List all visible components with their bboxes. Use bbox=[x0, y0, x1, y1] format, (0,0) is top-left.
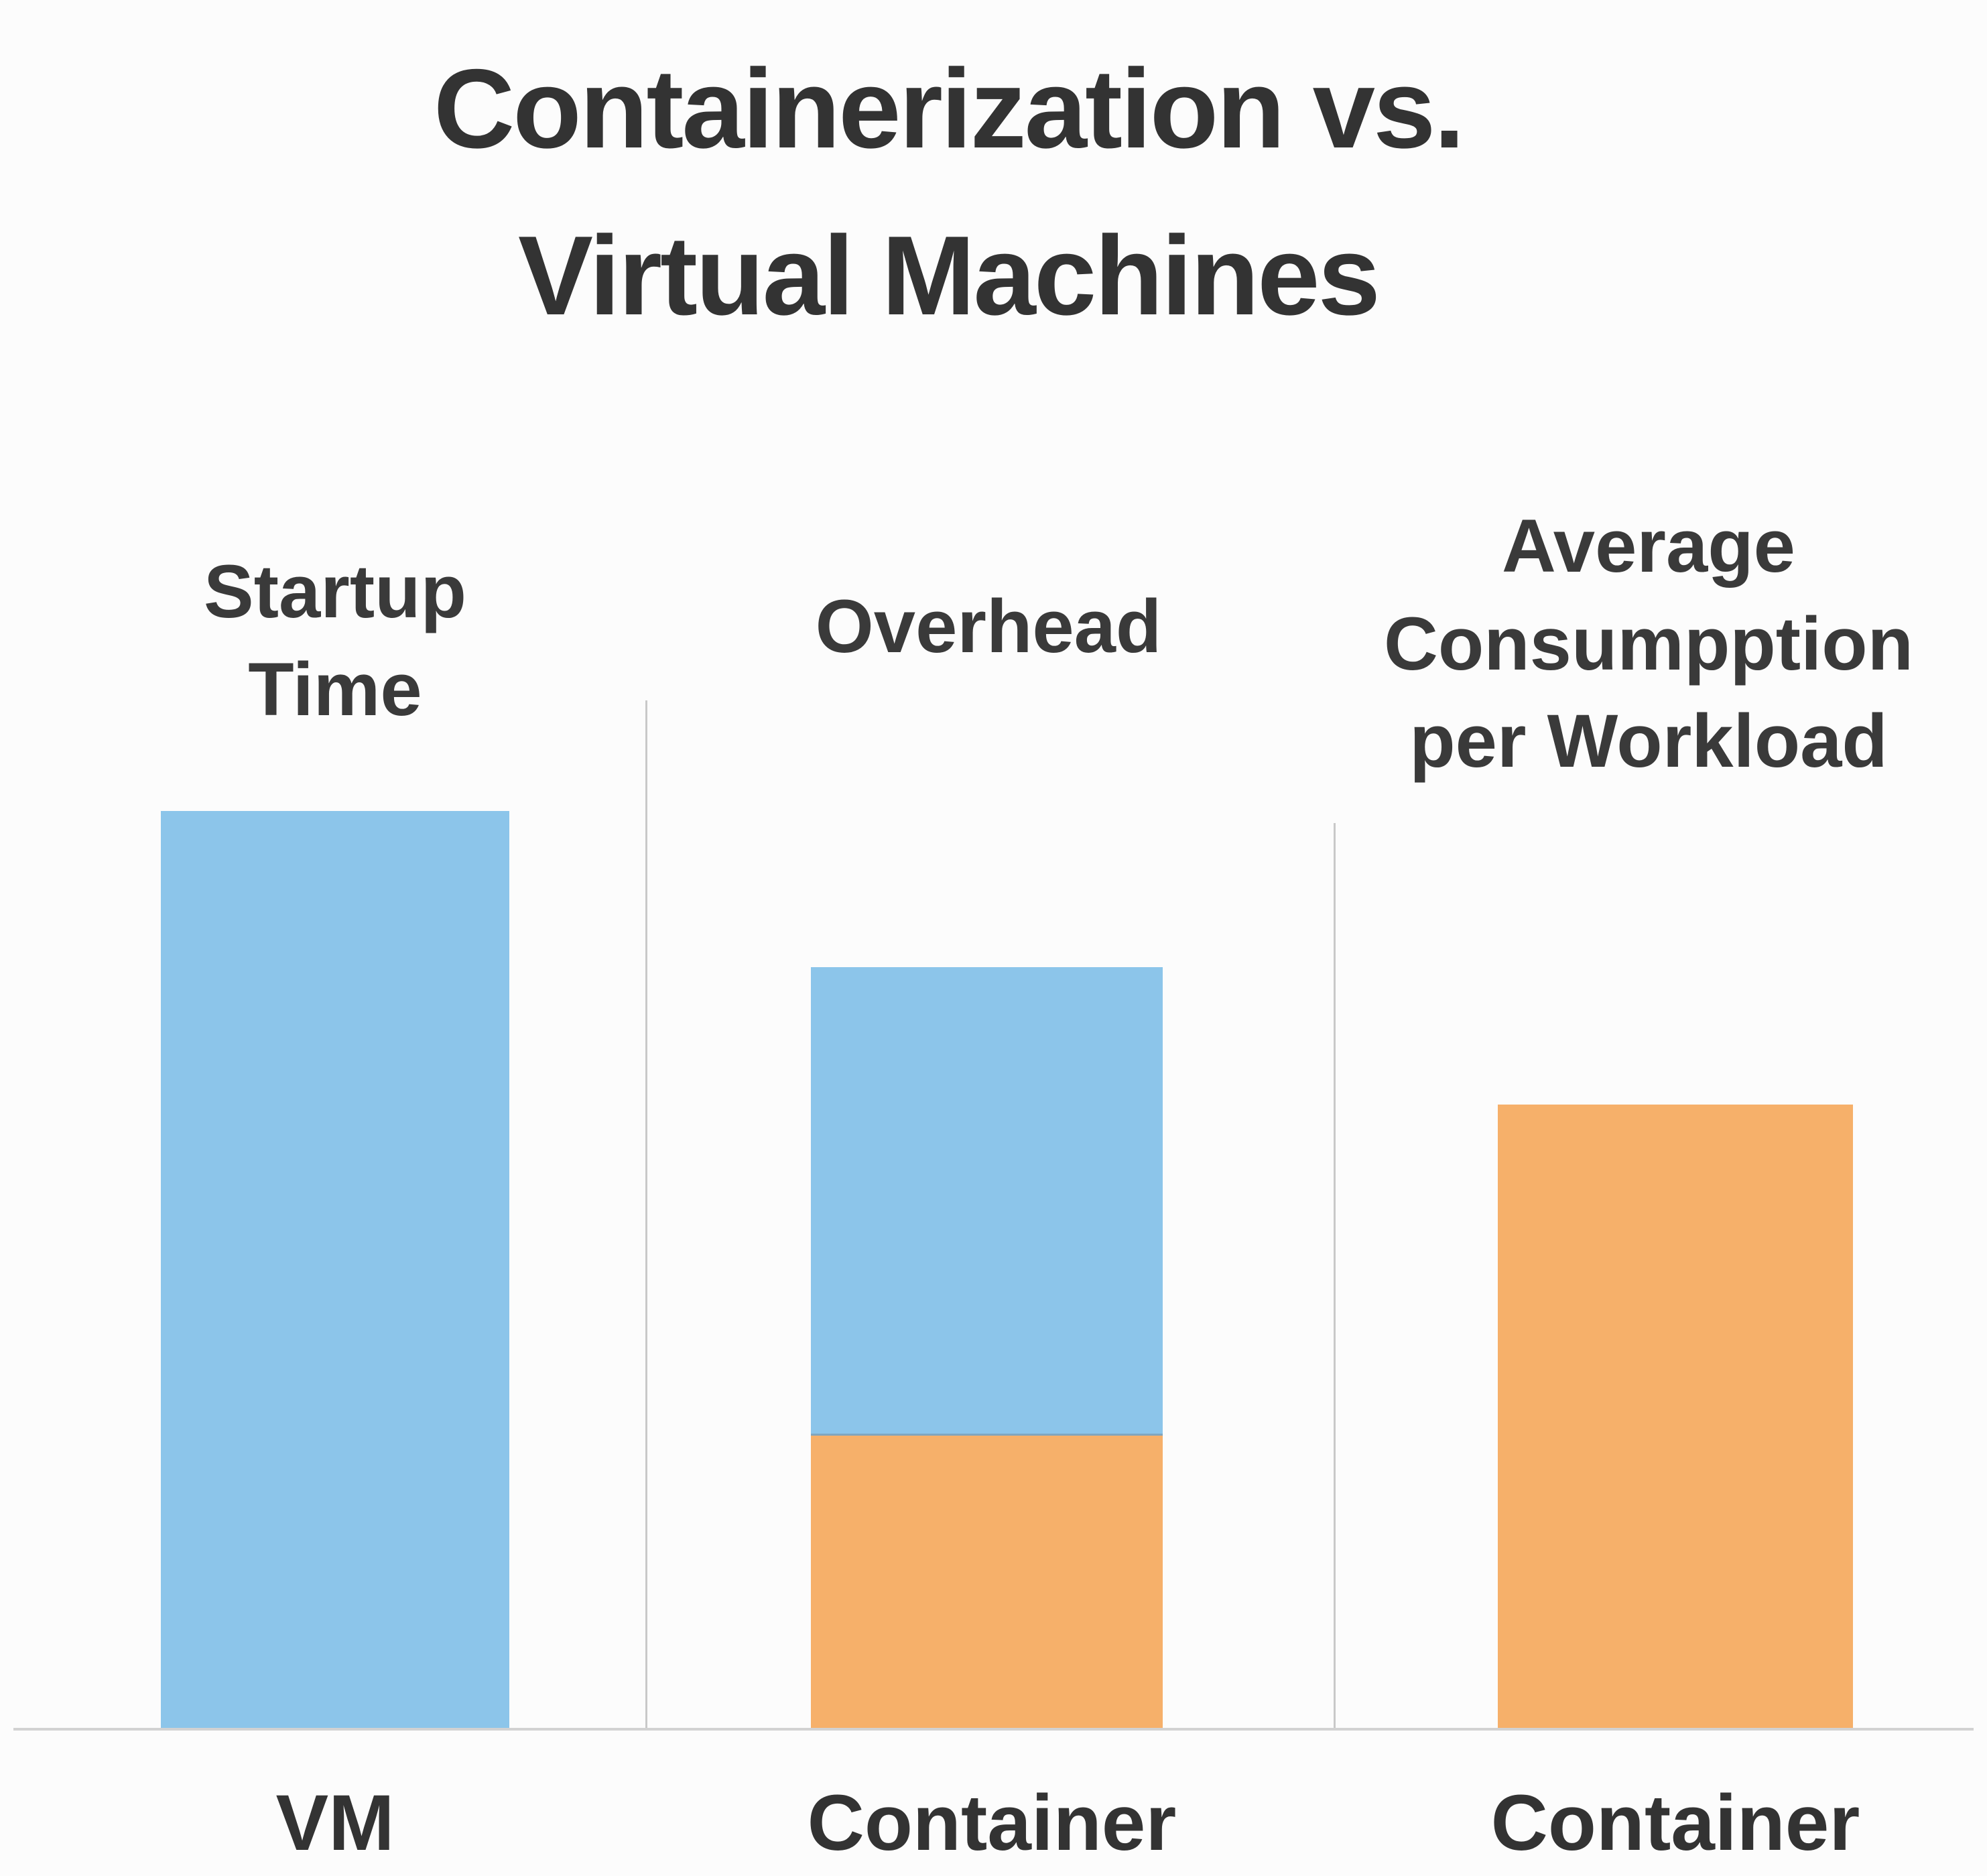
group-header-startup-time: Startup Time bbox=[204, 550, 466, 731]
bar-container-consumption bbox=[1498, 1105, 1853, 1729]
column-divider bbox=[645, 700, 647, 1728]
group-header-overhead: Overhead bbox=[815, 584, 1162, 668]
page-title: Containerization vs. Virtual Machines bbox=[433, 46, 1465, 338]
bar-segment-container bbox=[811, 1436, 1163, 1729]
bar-segment-vm bbox=[811, 967, 1163, 1436]
group-header-average-consumption: Average Consumpption per Workload bbox=[1383, 504, 1914, 784]
x-axis-label-container-1: Container bbox=[807, 1779, 1177, 1867]
bar-segment-container bbox=[1498, 1105, 1853, 1729]
bar-vm-startup-time bbox=[161, 811, 509, 1729]
x-axis-baseline bbox=[13, 1728, 1974, 1731]
bar-container-overhead bbox=[811, 967, 1163, 1729]
column-divider bbox=[1334, 823, 1336, 1728]
bar-segment-vm bbox=[161, 811, 509, 1729]
x-axis-label-container-2: Container bbox=[1490, 1779, 1860, 1867]
x-axis-label-vm: VM bbox=[275, 1779, 395, 1867]
